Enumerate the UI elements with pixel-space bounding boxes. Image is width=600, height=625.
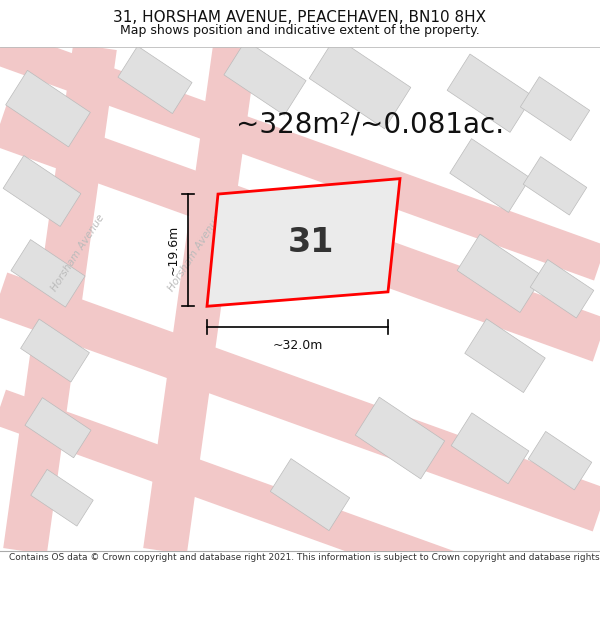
Polygon shape — [31, 469, 93, 526]
Text: Horsham Avenue: Horsham Avenue — [166, 213, 224, 293]
Text: ~32.0m: ~32.0m — [272, 339, 323, 352]
Polygon shape — [530, 259, 594, 318]
Polygon shape — [451, 413, 529, 484]
Polygon shape — [5, 71, 91, 147]
Polygon shape — [270, 459, 350, 531]
Text: ~19.6m: ~19.6m — [167, 225, 180, 275]
Polygon shape — [528, 431, 592, 490]
Polygon shape — [118, 46, 192, 114]
Polygon shape — [309, 37, 411, 129]
Text: 31, HORSHAM AVENUE, PEACEHAVEN, BN10 8HX: 31, HORSHAM AVENUE, PEACEHAVEN, BN10 8HX — [113, 10, 487, 25]
Polygon shape — [11, 239, 85, 307]
Polygon shape — [450, 139, 530, 212]
Polygon shape — [3, 156, 81, 226]
Text: Contains OS data © Crown copyright and database right 2021. This information is : Contains OS data © Crown copyright and d… — [9, 554, 600, 562]
Polygon shape — [143, 44, 257, 554]
Polygon shape — [355, 397, 445, 479]
Polygon shape — [20, 319, 89, 382]
Polygon shape — [447, 54, 533, 132]
Polygon shape — [520, 77, 590, 141]
Polygon shape — [457, 234, 543, 312]
Polygon shape — [207, 179, 400, 306]
Polygon shape — [523, 157, 587, 215]
Polygon shape — [0, 102, 600, 362]
Polygon shape — [0, 272, 600, 531]
Text: Map shows position and indicative extent of the property.: Map shows position and indicative extent… — [120, 24, 480, 36]
Text: ~328m²/~0.081ac.: ~328m²/~0.081ac. — [236, 110, 504, 138]
Polygon shape — [3, 44, 117, 554]
Text: Horsham Avenue: Horsham Avenue — [49, 213, 107, 293]
Polygon shape — [25, 398, 91, 458]
Text: 31: 31 — [288, 226, 334, 259]
Polygon shape — [224, 40, 306, 115]
Polygon shape — [0, 389, 600, 625]
Polygon shape — [465, 319, 545, 392]
Polygon shape — [0, 29, 600, 281]
